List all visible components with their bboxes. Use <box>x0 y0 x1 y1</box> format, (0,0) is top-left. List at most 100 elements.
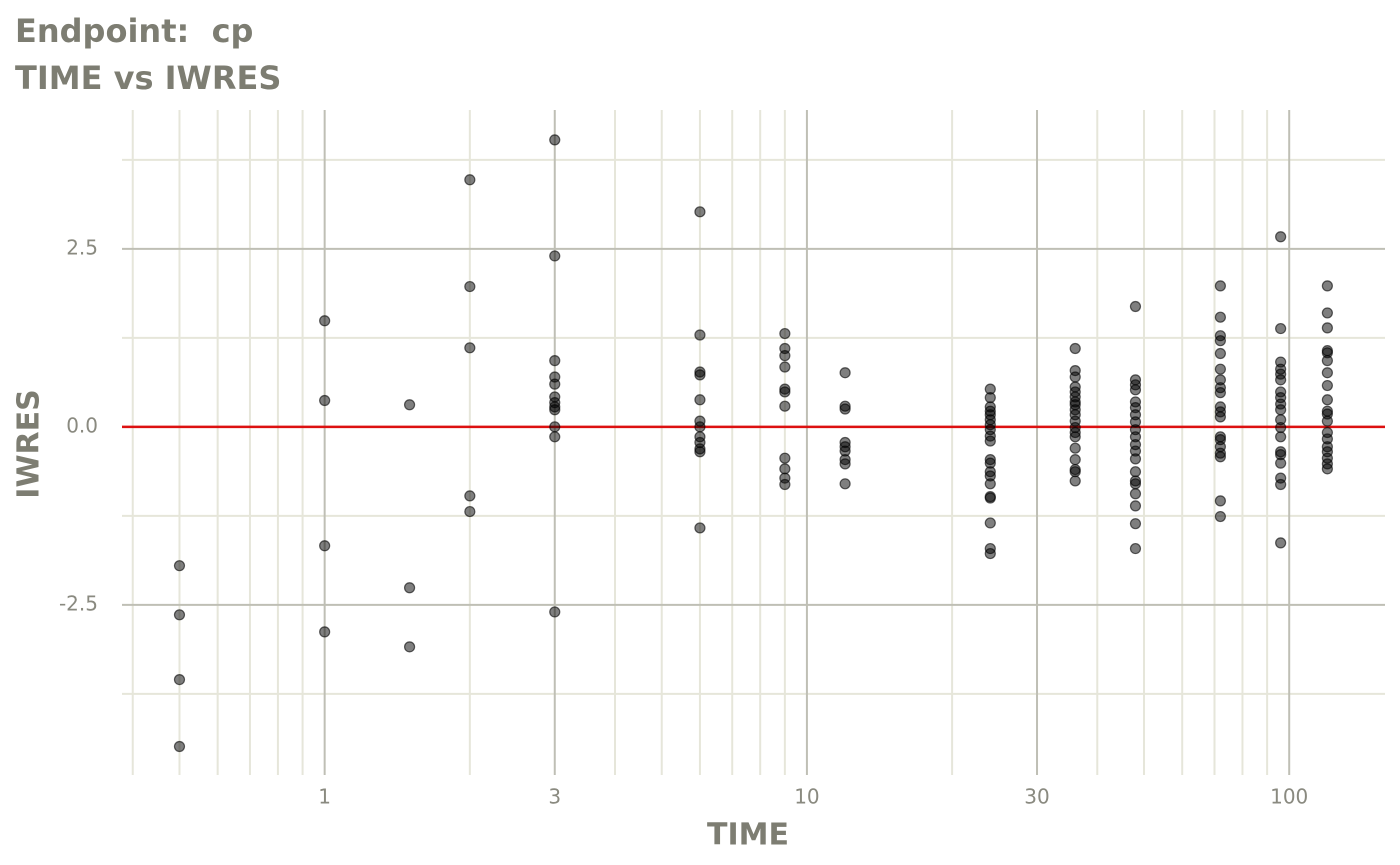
point <box>1129 518 1142 530</box>
point <box>549 378 561 390</box>
point <box>549 404 561 416</box>
point <box>1129 478 1142 490</box>
point <box>779 463 791 475</box>
point <box>1275 478 1287 491</box>
point <box>1129 466 1142 478</box>
point <box>1321 322 1333 334</box>
y-tick-label: 0.0 <box>66 413 98 437</box>
point <box>1069 371 1081 383</box>
point <box>1069 475 1081 487</box>
chart-subtitle: TIME vs IWRES <box>15 59 281 97</box>
point <box>1069 431 1081 443</box>
point <box>1129 300 1142 313</box>
point <box>319 540 331 552</box>
point <box>464 342 476 354</box>
point <box>779 361 791 373</box>
point <box>549 250 561 262</box>
point <box>984 492 996 504</box>
point <box>549 421 561 433</box>
point <box>694 421 706 433</box>
point <box>839 403 851 415</box>
x-tick-label: 100 <box>1270 785 1308 809</box>
point <box>839 367 851 379</box>
point <box>1214 495 1226 507</box>
point <box>173 609 186 621</box>
point <box>694 206 706 218</box>
point <box>1214 387 1226 399</box>
point <box>1275 322 1287 335</box>
point <box>1214 335 1226 347</box>
point <box>1275 374 1287 386</box>
point <box>403 641 416 653</box>
point <box>1129 488 1142 500</box>
point <box>464 174 476 186</box>
point <box>694 329 706 341</box>
point <box>1129 542 1142 555</box>
point <box>694 446 706 458</box>
y-axis-title: IWRES <box>12 389 47 498</box>
point <box>1321 415 1333 427</box>
point <box>984 517 996 529</box>
point <box>1214 280 1226 292</box>
point <box>984 547 996 560</box>
point <box>1129 453 1142 465</box>
point <box>1275 537 1287 549</box>
point <box>779 386 791 398</box>
point <box>984 392 996 404</box>
point <box>1275 457 1287 469</box>
point <box>984 478 996 490</box>
point <box>403 399 416 411</box>
point <box>1321 307 1333 319</box>
point <box>1129 384 1142 396</box>
point <box>779 400 791 412</box>
point <box>319 315 331 327</box>
point <box>173 673 186 686</box>
point <box>319 394 331 407</box>
point <box>779 452 791 464</box>
point <box>839 458 851 470</box>
grid: 1 3 10 30 100 2.5 0.0 -2.5 <box>59 110 1385 809</box>
point <box>1214 311 1226 323</box>
point <box>694 522 706 534</box>
point <box>779 478 791 491</box>
marks <box>173 134 1333 753</box>
point <box>1275 404 1287 416</box>
point <box>1214 363 1226 375</box>
point <box>1321 355 1333 367</box>
point <box>173 740 186 753</box>
point <box>549 606 561 618</box>
point <box>1321 379 1333 392</box>
point <box>694 394 706 406</box>
point <box>464 490 476 502</box>
point <box>1275 431 1287 443</box>
point <box>1321 367 1333 379</box>
point <box>1275 421 1287 434</box>
point <box>403 582 416 594</box>
x-tick-label: 1 <box>318 785 331 809</box>
point <box>1321 394 1333 406</box>
point <box>984 435 996 447</box>
point <box>1214 451 1226 463</box>
point <box>694 369 706 381</box>
point <box>1275 231 1287 243</box>
point <box>1069 466 1081 478</box>
point <box>464 505 476 518</box>
x-tick-label: 3 <box>548 785 561 809</box>
point <box>464 280 476 293</box>
point <box>549 134 561 146</box>
point <box>1129 500 1142 512</box>
point <box>1321 280 1333 292</box>
point <box>1321 463 1333 475</box>
point <box>779 350 791 362</box>
x-axis-title: TIME <box>707 818 789 853</box>
point <box>549 431 561 443</box>
y-tick-label: 2.5 <box>66 235 98 259</box>
x-tick-label: 10 <box>794 785 819 809</box>
point <box>779 327 791 340</box>
x-tick-label: 30 <box>1024 785 1049 809</box>
y-tick-label: -2.5 <box>59 591 98 615</box>
point <box>319 626 331 638</box>
point <box>1214 347 1226 360</box>
point <box>173 560 186 572</box>
